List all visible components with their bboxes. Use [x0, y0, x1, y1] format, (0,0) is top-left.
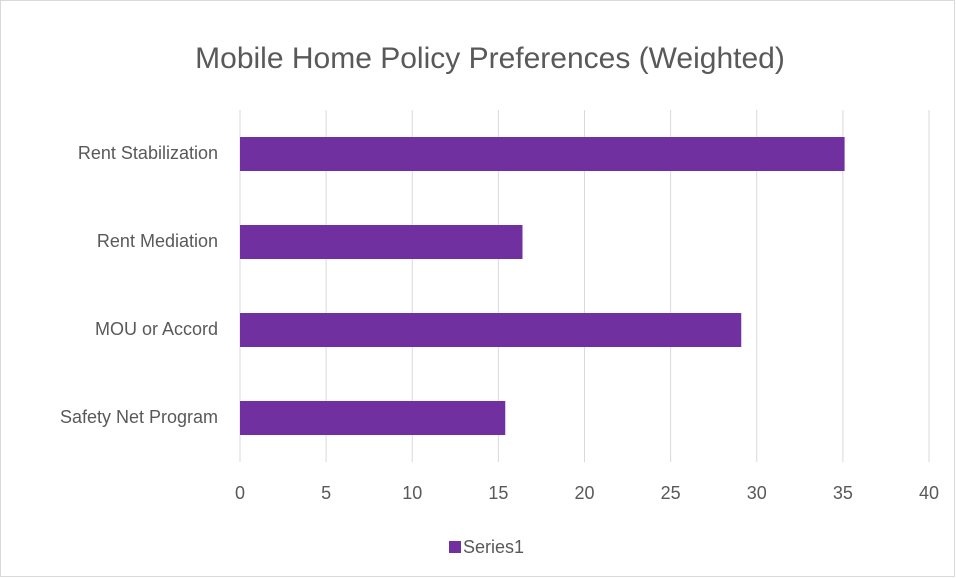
bar: [240, 313, 742, 347]
x-tick-label: 15: [488, 483, 508, 503]
legend-label: Series1: [463, 537, 524, 557]
x-tick-label: 0: [235, 483, 245, 503]
bar: [240, 137, 845, 171]
chart-title: Mobile Home Policy Preferences (Weighted…: [195, 42, 785, 75]
x-tick-label: 25: [661, 483, 681, 503]
x-tick-label: 30: [747, 483, 767, 503]
bar: [240, 225, 523, 259]
x-tick-label: 20: [574, 483, 594, 503]
y-tick-label: Safety Net Program: [60, 407, 218, 427]
y-tick-label: Rent Mediation: [97, 231, 218, 251]
bar: [240, 401, 506, 435]
x-tick-label: 10: [402, 483, 422, 503]
y-tick-label: MOU or Accord: [95, 319, 218, 339]
legend-swatch: [449, 541, 461, 553]
x-tick-label: 35: [833, 483, 853, 503]
y-tick-label: Rent Stabilization: [78, 143, 218, 163]
x-tick-label: 40: [919, 483, 939, 503]
x-tick-label: 5: [321, 483, 331, 503]
